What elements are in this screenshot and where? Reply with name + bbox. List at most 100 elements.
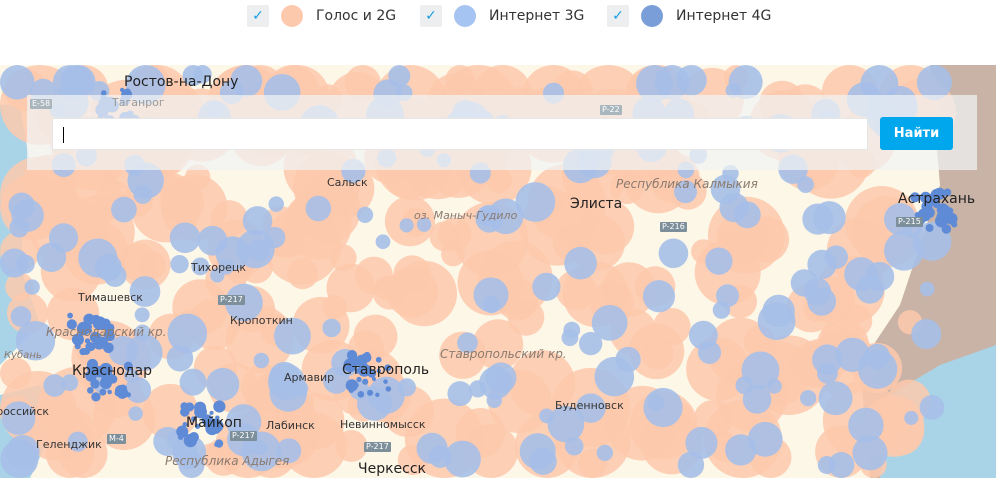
coverage-3g-cell: [179, 368, 207, 396]
city-label: Лабинск: [266, 419, 315, 432]
coverage-3g-cell: [591, 304, 628, 341]
coverage-4g-cell: [943, 188, 952, 197]
coverage-3g-cell: [916, 65, 952, 101]
coverage-4g-cell: [941, 205, 951, 215]
coverage-2g-area: [839, 304, 873, 338]
coverage-4g-cell: [99, 388, 107, 396]
city-label: Кропоткин: [230, 314, 293, 327]
coverage-3g-cell: [128, 406, 143, 421]
check-icon: ✓: [425, 8, 437, 24]
coverage-4g-cell: [376, 368, 381, 374]
coverage-3g-cell: [153, 426, 183, 457]
coverage-3g-cell: [884, 230, 924, 271]
coverage-3g-cell: [647, 393, 665, 411]
road-badge: M-4: [107, 434, 126, 444]
coverage-4g-cell: [66, 319, 77, 330]
coverage-3g-cell: [126, 65, 166, 105]
coverage-3g-cell: [688, 320, 718, 350]
coverage-2g-area: [353, 314, 398, 359]
coverage-4g-cell: [371, 377, 376, 382]
coverage-3g-cell: [36, 242, 67, 272]
coverage-4g-cell: [85, 370, 97, 382]
coverage-3g-cell: [904, 410, 919, 425]
coverage-3g-cell: [676, 65, 707, 96]
coverage-4g-cell: [79, 348, 87, 356]
coverage-3g-cell: [735, 376, 754, 395]
coverage-3g-cell: [594, 356, 635, 397]
coverage-4g-cell: [357, 391, 365, 398]
coverage-4g-cell: [182, 421, 188, 428]
coverage-3g-cell: [10, 306, 32, 327]
coverage-3g-cell: [563, 321, 581, 339]
coverage-2g-area: [386, 266, 439, 318]
coverage-3g-cell: [766, 378, 782, 394]
coverage-2g-area: [286, 257, 319, 290]
region-label: Ставропольский кр.: [440, 347, 567, 361]
coverage-2g-area: [601, 262, 657, 317]
coverage-3g-cell: [529, 447, 557, 475]
coverage-3g-cell: [9, 217, 30, 238]
legend-item-voice-2g[interactable]: ✓ Голос и 2G: [247, 4, 396, 28]
coverage-4g-cell: [934, 189, 943, 199]
coverage-4g-cell: [71, 333, 84, 346]
coverage-3g-cell: [24, 279, 40, 295]
coverage-3g-cell: [844, 257, 879, 291]
coverage-2g-area: [287, 392, 345, 450]
coverage-4g-cell: [924, 207, 935, 219]
city-label: Тихорецк: [191, 261, 246, 274]
coverage-3g-cell: [685, 426, 718, 459]
coverage-3g-cell: [479, 366, 513, 400]
coverage-3g-cell: [444, 440, 481, 478]
coverage-3g-cell: [812, 344, 843, 375]
coverage-3g-cell: [428, 445, 452, 468]
coverage-4g-cell: [86, 324, 93, 330]
coverage-3g-cell: [273, 317, 311, 355]
coverage-3g-cell: [375, 234, 391, 250]
coverage-3g-cell: [457, 332, 478, 354]
coverage-3g-cell: [0, 439, 39, 478]
city-label: Тимашевск: [78, 291, 143, 304]
coverage-3g-cell: [0, 65, 35, 100]
coverage-3g-cell: [475, 204, 504, 233]
city-label: Таганрог: [112, 96, 165, 109]
region-label: Краснодарский кр.: [46, 325, 167, 339]
coverage-4g-cell: [951, 221, 958, 228]
coverage-3g-cell: [860, 65, 899, 104]
coverage-4g-cell: [355, 354, 368, 367]
road-badge: P-217: [218, 295, 245, 305]
coverage-4g-cell: [119, 87, 125, 93]
coverage-2g-area: [55, 163, 123, 230]
coverage-3g-cell: [674, 180, 698, 204]
coverage-3g-cell: [323, 367, 350, 394]
coverage-3g-cell: [747, 421, 783, 457]
checkbox-internet-4g[interactable]: ✓: [607, 5, 629, 27]
coverage-3g-cell: [129, 276, 161, 307]
coverage-4g-cell: [99, 362, 113, 377]
coverage-3g-cell: [835, 337, 870, 372]
coverage-3g-cell: [719, 192, 749, 223]
coverage-4g-cell: [345, 379, 359, 392]
coverage-4g-cell: [384, 364, 392, 372]
legend-item-internet-3g[interactable]: ✓ Интернет 3G: [420, 4, 584, 28]
legend-item-internet-4g[interactable]: ✓ Интернет 4G: [607, 4, 771, 28]
search-button[interactable]: Найти: [880, 117, 953, 150]
legend-label: Голос и 2G: [316, 8, 397, 24]
checkbox-voice-2g[interactable]: ✓: [247, 5, 269, 27]
coverage-3g-cell: [166, 344, 194, 372]
coverage-4g-cell: [107, 389, 112, 395]
search-input[interactable]: [52, 118, 868, 150]
coverage-2g-area: [742, 216, 790, 263]
city-label: Геленджик: [36, 438, 102, 451]
check-icon: ✓: [612, 8, 624, 24]
coverage-3g-cell: [125, 376, 152, 403]
coverage-3g-cell: [218, 258, 235, 275]
coverage-3g-cell: [167, 313, 208, 354]
city-label: Новороссийск: [0, 405, 50, 418]
coverage-2g-area: [375, 276, 400, 301]
checkbox-internet-3g[interactable]: ✓: [420, 5, 442, 27]
coverage-3g-cell: [817, 456, 836, 475]
coverage-4g-cell: [356, 376, 362, 383]
coverage-3g-cell: [716, 284, 739, 308]
city-label: Ставрополь: [342, 362, 430, 378]
coverage-3g-cell: [852, 435, 888, 471]
